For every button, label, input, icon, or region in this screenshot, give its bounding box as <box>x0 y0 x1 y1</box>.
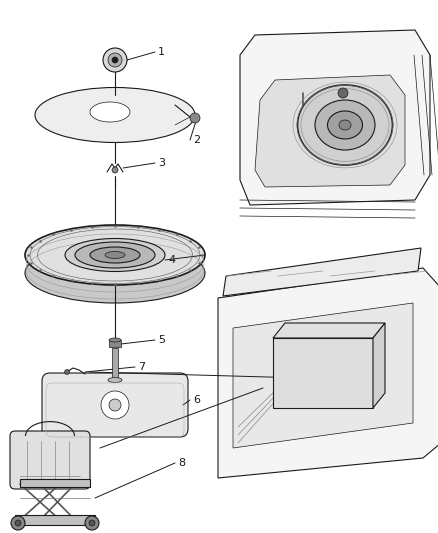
Bar <box>112 348 118 380</box>
Text: 8: 8 <box>178 458 185 468</box>
Polygon shape <box>255 75 405 187</box>
Ellipse shape <box>90 247 140 263</box>
Circle shape <box>112 167 118 173</box>
Ellipse shape <box>315 100 375 150</box>
Ellipse shape <box>339 120 351 130</box>
Polygon shape <box>223 248 421 296</box>
Ellipse shape <box>35 87 195 142</box>
Ellipse shape <box>25 225 205 285</box>
Text: 3: 3 <box>158 158 165 168</box>
Circle shape <box>112 57 118 63</box>
Ellipse shape <box>105 252 125 259</box>
Circle shape <box>15 520 21 526</box>
Ellipse shape <box>108 377 122 383</box>
Ellipse shape <box>25 243 205 303</box>
Polygon shape <box>218 268 438 478</box>
Ellipse shape <box>109 338 121 342</box>
Text: 6: 6 <box>193 395 200 405</box>
Circle shape <box>85 516 99 530</box>
Polygon shape <box>233 303 413 448</box>
Ellipse shape <box>75 242 155 268</box>
Circle shape <box>103 48 127 72</box>
Polygon shape <box>273 323 385 338</box>
Bar <box>109 340 121 347</box>
FancyBboxPatch shape <box>10 431 90 489</box>
Text: 4: 4 <box>168 255 175 265</box>
Ellipse shape <box>90 102 130 122</box>
Text: 1: 1 <box>158 47 165 57</box>
Circle shape <box>11 516 25 530</box>
FancyBboxPatch shape <box>42 373 188 437</box>
Text: 5: 5 <box>158 335 165 345</box>
Polygon shape <box>373 323 385 408</box>
Circle shape <box>101 391 129 419</box>
Ellipse shape <box>297 85 392 165</box>
Bar <box>273 338 373 408</box>
Text: 7: 7 <box>138 362 145 372</box>
Bar <box>15 515 95 525</box>
Circle shape <box>89 520 95 526</box>
Circle shape <box>190 113 200 123</box>
Ellipse shape <box>65 238 165 271</box>
Circle shape <box>64 369 70 375</box>
Circle shape <box>338 88 348 98</box>
Ellipse shape <box>328 111 363 139</box>
Circle shape <box>108 53 122 67</box>
Bar <box>20 479 90 487</box>
Text: 2: 2 <box>193 135 200 145</box>
Polygon shape <box>240 30 430 205</box>
Circle shape <box>109 399 121 411</box>
